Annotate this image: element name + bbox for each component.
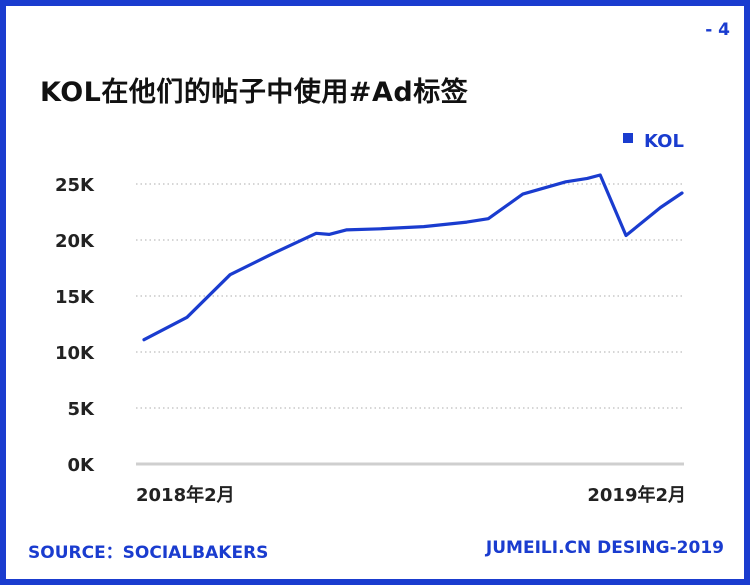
- data-point: [142, 338, 146, 341]
- y-tick-label: 5K: [68, 399, 96, 420]
- page-number: - 4: [705, 20, 730, 40]
- data-point: [345, 228, 348, 232]
- y-tick-label: 10K: [55, 343, 95, 364]
- data-point: [271, 252, 275, 255]
- legend-label-kol: KOL: [644, 131, 684, 152]
- data-point: [564, 180, 567, 183]
- y-tick-label: 0K: [68, 455, 96, 476]
- y-tick-label: 25K: [55, 175, 95, 196]
- data-point: [314, 232, 318, 235]
- data-point: [680, 191, 684, 195]
- data-point: [465, 220, 468, 224]
- x-tick-label: 2019年2月: [587, 484, 686, 506]
- data-point: [659, 206, 662, 209]
- y-tick-label: 15K: [55, 287, 95, 308]
- y-tick-label: 20K: [55, 231, 95, 252]
- legend-swatch-kol: [623, 133, 633, 143]
- data-point: [185, 316, 189, 319]
- data-point: [521, 192, 524, 196]
- chart-title: KOL在他们的帖子中使用#Ad标签: [40, 77, 469, 108]
- data-point: [487, 217, 490, 220]
- data-point: [599, 173, 602, 177]
- data-point: [624, 234, 628, 237]
- credit-label: JUMEILI.CN DESING-2019: [485, 538, 724, 558]
- data-point: [379, 227, 382, 230]
- data-point: [327, 233, 331, 236]
- data-point: [422, 225, 425, 228]
- data-point: [586, 177, 589, 180]
- data-point: [228, 273, 232, 276]
- source-label: SOURCE：SOCIALBAKERS: [28, 543, 269, 563]
- x-tick-label: 2018年2月: [136, 484, 235, 506]
- series-line-kol: [142, 173, 684, 342]
